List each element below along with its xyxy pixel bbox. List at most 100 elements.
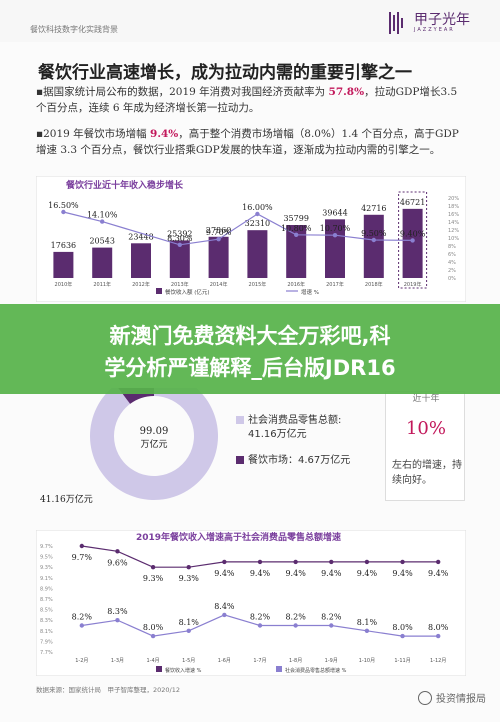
- chart2-x-tick: 1-6月: [218, 658, 231, 664]
- chart2-point: [257, 559, 263, 565]
- chart2-legend-label-1: 餐饮收入增速 %: [165, 667, 202, 674]
- chart2-point-label: 9.4%: [357, 569, 378, 578]
- chart2-point-label: 9.4%: [321, 569, 342, 578]
- footer-source: 数据来源：国家统计局 甲子智库整理，2020/12: [36, 686, 181, 694]
- legend-retail-label: 社会消费品零售总额:: [248, 415, 342, 426]
- chart1-bar-label: 42716: [361, 204, 386, 213]
- chart1-bar: [286, 225, 307, 278]
- chart1-y2-tick: 12%: [448, 228, 459, 234]
- chart1-growth-label: 9.70%: [206, 228, 232, 237]
- chart2-point: [150, 633, 156, 639]
- chart1-growth-point: [410, 238, 415, 243]
- legend-retail-value: 41.16万亿元: [248, 429, 307, 440]
- chart2-point-label: 9.4%: [428, 569, 449, 578]
- brand-subtitle: JAZZYEAR: [414, 27, 455, 33]
- chart2-point-label: 9.4%: [214, 569, 235, 578]
- chart2-point: [115, 549, 120, 554]
- bullet-2-text-a: ▪2019 年餐饮市场增幅: [36, 128, 151, 140]
- chart2-legend-swatch-2: [276, 666, 282, 672]
- chart1-growth-point: [255, 211, 260, 217]
- chart1-growth-label: 9.50%: [361, 229, 387, 238]
- chart1-y2-tick: 8%: [448, 244, 456, 250]
- growth-box-pct: 10%: [405, 418, 446, 439]
- bullet-1-highlight: 57.8%: [328, 86, 365, 98]
- donut-center-value: 99.09: [140, 426, 169, 437]
- chart1-growth-point: [177, 242, 182, 247]
- chart1-x-tick: 2017年: [326, 281, 344, 288]
- donut-slice-retail: [89, 372, 219, 500]
- brand-logo: 甲子光年 JAZZYEAR: [386, 10, 470, 36]
- chart2-y-tick: 8.1%: [40, 629, 53, 635]
- chart1-growth-point: [371, 237, 376, 243]
- chart2-x-tick: 1-12月: [430, 658, 446, 664]
- chart1-growth-point: [216, 237, 221, 242]
- chart1-y2-tick: 2%: [448, 268, 456, 274]
- chart2-point-label: 8.4%: [214, 602, 235, 611]
- chart1-bar: [402, 208, 423, 278]
- chart1-y2-tick: 4%: [448, 260, 456, 266]
- chart2-point-label: 8.2%: [72, 613, 93, 622]
- bullet-2-highlight: 9.4%: [150, 128, 179, 140]
- chart2-frame: [36, 530, 466, 676]
- chart1-growth-point: [294, 232, 299, 237]
- chart2-point-label: 8.2%: [285, 613, 306, 622]
- chart1-x-tick: 2012年: [132, 281, 150, 288]
- chart1-growth-point: [61, 209, 66, 215]
- chart2-y-tick: 8.5%: [40, 608, 53, 614]
- chart1-bar-label: 23448: [128, 232, 153, 241]
- section-label: 餐饮科技数字化实践背景: [30, 25, 118, 34]
- chart1-bar-label: 25392: [167, 229, 192, 238]
- growth-box-note: 左右的增速，持续向好。: [392, 460, 462, 486]
- chart2-y-tick: 8.7%: [40, 597, 53, 603]
- chart2-point-label: 9.6%: [107, 558, 128, 567]
- chart2-point-label: 9.3%: [143, 574, 164, 583]
- chart1-bar: [208, 236, 229, 278]
- chart1-bar: [247, 230, 268, 278]
- legend-food-swatch: [236, 456, 244, 464]
- chart2-point-label: 8.2%: [321, 613, 342, 622]
- chart2-point: [435, 633, 441, 639]
- chart2-y-tick: 8.3%: [40, 618, 53, 624]
- chart1-bar: [92, 247, 113, 278]
- chart2-x-tick: 1-7月: [253, 658, 266, 664]
- chart1-bar: [53, 251, 74, 278]
- chart2-point: [400, 559, 405, 565]
- legend-food-label: 餐饮市场：4.67万亿元: [248, 455, 351, 466]
- chart1-y2-tick: 14%: [448, 220, 459, 226]
- chart2-y-tick: 9.1%: [40, 576, 53, 582]
- bullet-1: ▪据国家统计局公布的数据，2019 年消费对我国经济贡献率为 57.8%，拉动G…: [36, 84, 476, 116]
- chart1-x-tick: 2010年: [55, 281, 73, 288]
- chart2-point-label: 8.0%: [143, 623, 164, 632]
- chart2-point: [293, 559, 298, 565]
- chart1-bar-label: 35799: [283, 214, 308, 223]
- chart1-bar-label: 20543: [89, 237, 114, 246]
- chart2-x-tick: 1-3月: [111, 658, 124, 664]
- chart2-point: [186, 565, 191, 570]
- chart1-growth-point: [100, 219, 105, 224]
- chart1-x-tick: 2018年: [365, 281, 383, 288]
- chart2-point-label: 9.4%: [250, 569, 271, 578]
- chart1-title: 餐饮行业近十年收入稳步增长: [65, 179, 184, 191]
- chart2-x-tick: 1-4月: [147, 658, 160, 664]
- brand-name: 甲子光年: [414, 12, 470, 28]
- chart1-x-tick: 2011年: [93, 281, 111, 288]
- chart2-x-tick: 1-10月: [359, 658, 375, 664]
- chart2-y-tick: 9.5%: [40, 555, 53, 561]
- watermark-text: 投资情报局: [436, 694, 486, 705]
- bullet-2-text-b: ，高于整个消费市场增幅（8.0%）1.4 个百分点，高于GDP: [178, 128, 459, 140]
- chart2-point: [79, 543, 85, 549]
- chart1-bar-label: 46721: [400, 198, 425, 207]
- chart1-bar: [169, 240, 190, 278]
- chart2-point: [364, 628, 370, 633]
- chart1-growth-label: 16.00%: [242, 203, 273, 212]
- bullet-2-text-c: 增速 3.3 个百分点，餐饮行业搭乘GDP发展的快车道，逐渐成为拉动内需的引擎之…: [36, 144, 441, 156]
- chart2-legend-label-2: 社会消费品零售总额增速 %: [285, 667, 347, 674]
- chart2-legend-swatch-1: [156, 666, 162, 672]
- growth-box: 近十年 10% 左右的增速，持续向好。: [385, 391, 465, 501]
- chart1-bar-label: 27860: [206, 226, 231, 235]
- bullet-1-text-b: ，拉动GDP增长3.5: [364, 86, 458, 98]
- page-title: 餐饮行业高速增长，成为拉动内需的重要引擎之一: [38, 63, 412, 83]
- chart2-point: [186, 628, 191, 633]
